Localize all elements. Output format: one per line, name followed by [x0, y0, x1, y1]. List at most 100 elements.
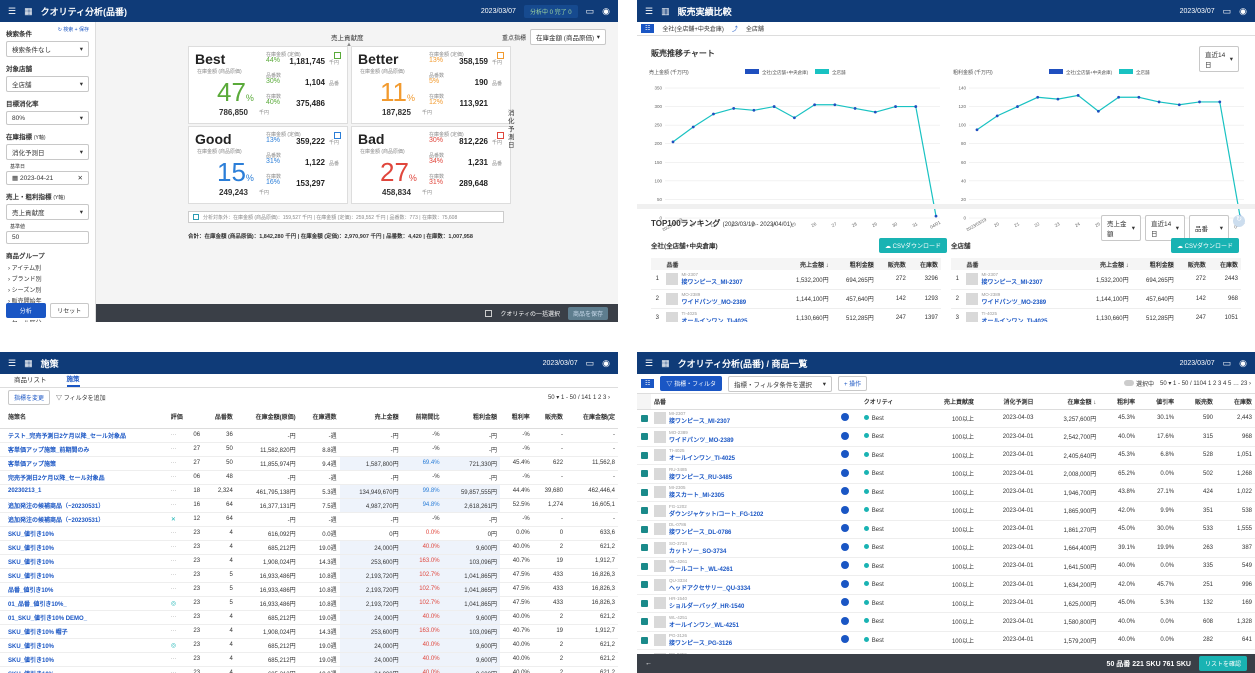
detail-icon[interactable] — [838, 409, 861, 428]
table-row[interactable]: 01_品番_値引き10%_ ◎ 23 5 16,933,486円 10.8週 2,193,7… — [0, 596, 618, 610]
store-select[interactable]: 全店舗 ▾ — [6, 76, 89, 92]
tab-all-company[interactable]: 全社(全店舗+中央倉庫) — [662, 27, 724, 33]
col-header[interactable]: 前期間比 — [401, 406, 443, 428]
menu-icon[interactable]: ☰ — [8, 5, 17, 16]
measure-name-link[interactable]: 01_品番_値引き10%_ — [8, 601, 67, 608]
change-metric-button[interactable]: 指標を変更 — [8, 389, 51, 405]
row-checkbox[interactable] — [637, 409, 651, 428]
product-link[interactable]: ヘッドアクセサリー_QU-3334 — [669, 585, 751, 592]
table-row[interactable]: SKU_値引き10% ◎ 23 4 685,212円 19.0週 24,000円 40.0% 9… — [0, 638, 618, 652]
product-link[interactable]: ワイドパンツ_MO-2389 — [669, 437, 734, 444]
product-link[interactable]: 接ワンピース_RU-3485 — [669, 474, 733, 481]
detail-icon[interactable] — [838, 446, 861, 465]
group-item[interactable]: › アイテム別 — [8, 266, 42, 272]
col-header[interactable]: 品番数 — [203, 406, 236, 428]
product-link[interactable]: オールインワン_TI-4025 — [981, 318, 1048, 323]
col-header[interactable]: 施策名 — [0, 406, 162, 428]
pager[interactable]: 50 ▾ 1 - 50 / 141 1 2 3 › — [547, 394, 610, 401]
detail-icon[interactable] — [838, 594, 861, 613]
col-header[interactable]: 売上金額 ↓ — [1079, 258, 1132, 270]
tab-product-list[interactable]: 商品リスト — [14, 377, 47, 384]
row-checkbox[interactable] — [637, 502, 651, 521]
table-row[interactable]: 客単価アップ施策_前期間のみ ··· 27 50 11,582,820円 8.8週 -円 -%… — [0, 442, 618, 456]
table-row[interactable]: テスト_完売予測日2ケ月以降_セール対象品 ··· 06 36 -円 -週 -円 -% -円 -%… — [0, 428, 618, 442]
chat-icon[interactable]: ▭ — [585, 5, 595, 16]
table-row[interactable]: WL-4251 オールインワン_WL-4251 Best 100以上 2023-04-0… — [637, 613, 1255, 632]
refresh-icon[interactable]: ↻ — [1233, 215, 1245, 227]
table-row[interactable]: MO-2389 ワイドパンツ_MO-2389 Best 100以上 2023-04-01… — [637, 428, 1255, 446]
detail-icon[interactable] — [838, 465, 861, 484]
split-icon[interactable]: ☷ — [641, 379, 655, 388]
table-row[interactable]: MI-2305 接スカート_MI-2305 Best 100以上 2023-04-01 1… — [637, 483, 1255, 502]
tab-measures[interactable]: 施策 — [66, 373, 80, 387]
table-row[interactable]: SKU_値引き10% ··· 23 5 16,933,486円 10.8週 2,193,72… — [0, 568, 618, 582]
detail-icon[interactable] — [838, 613, 861, 632]
table-row[interactable]: 客単価アップ施策 ··· 27 50 11,855,974円 9.4週 1,587,800円… — [0, 456, 618, 470]
product-link[interactable]: ダウンジャケット/コート_FG-1202 — [669, 511, 764, 518]
table-row[interactable]: FG-1202 ダウンジャケット/コート_FG-1202 Best 100以上 2023… — [637, 502, 1255, 521]
detail-icon[interactable] — [838, 502, 861, 521]
user-icon[interactable]: ◉ — [1239, 357, 1247, 368]
measure-name-link[interactable]: 客単価アップ施策 — [8, 461, 57, 468]
detail-icon[interactable] — [838, 557, 861, 576]
table-row[interactable]: 完売予測日2ケ月以降_セール対象品 ··· 06 48 -円 -週 -円 -% -円 -% - - — [0, 470, 618, 484]
product-link[interactable]: 接ワンピース_PG-3126 — [669, 641, 733, 648]
col-header[interactable]: 在庫週数 — [298, 406, 340, 428]
table-row[interactable]: 2 MO-2389 ワイドパンツ_MO-2389 1,144,100円 457,640円… — [651, 289, 941, 308]
col-header[interactable]: 粗利率 — [499, 406, 533, 428]
table-row[interactable]: 追加発注の候補商品（~20230531） ··· 16 64 16,377,131円 7.… — [0, 498, 618, 512]
table-row[interactable]: 1 MI-2307 接ワンピース_MI-2307 1,532,200円 694,265円… — [951, 270, 1241, 289]
tab-all-stores[interactable]: 全店舗 — [745, 27, 764, 33]
table-row[interactable]: 1 MI-2307 接ワンピース_MI-2307 1,532,200円 694,265円… — [651, 270, 941, 289]
detail-icon[interactable] — [838, 631, 861, 650]
measure-name-link[interactable]: SKU_値引き10% — [8, 573, 55, 580]
analyze-button[interactable]: 分析 — [6, 303, 46, 318]
col-header[interactable]: 販売数 — [1176, 258, 1209, 270]
row-checkbox[interactable] — [637, 613, 651, 632]
col-header[interactable]: 粗利金額 — [442, 406, 500, 428]
row-checkbox[interactable] — [637, 465, 651, 484]
priority-select[interactable]: 在庫金額 (商品原価) ▾ — [530, 29, 606, 45]
col-header[interactable]: 在庫金額(定 — [566, 406, 618, 428]
group-item[interactable]: › 販売開始年 — [8, 299, 42, 305]
col-header[interactable]: 粗利金額 — [831, 258, 877, 270]
measure-name-link[interactable]: テスト_完売予測日2ケ月以降_セール対象品 — [8, 433, 127, 440]
chat-icon[interactable]: ▭ — [1222, 357, 1232, 368]
measure-name-link[interactable]: SKU_値引き10% — [8, 531, 55, 538]
reset-button[interactable]: リセット — [49, 303, 89, 318]
measure-name-link[interactable]: 追加発注の候補商品（~20230531） — [8, 503, 105, 510]
detail-icon[interactable] — [838, 539, 861, 558]
table-row[interactable]: TI-4025 オールインワン_TI-4025 Best 100以上 2023-04-0… — [637, 446, 1255, 465]
chat-icon[interactable]: ▭ — [1222, 5, 1232, 16]
product-link[interactable]: ウールコート_WL-4261 — [669, 567, 733, 574]
col-header[interactable]: 粗利率 — [1099, 394, 1139, 409]
row-checkbox[interactable] — [637, 483, 651, 502]
operation-button[interactable]: + 操作 — [837, 376, 868, 391]
measure-name-link[interactable]: 20230213_1 — [8, 488, 42, 494]
col-header[interactable]: 値引率 — [1138, 394, 1178, 409]
col-header[interactable]: 在庫金額(原価) — [235, 406, 299, 428]
table-row[interactable]: SKU_値引き10% ··· 23 4 616,092円 0.0週 0円 0.0% 0円 0.0%… — [0, 526, 618, 540]
col-header[interactable]: 売上金額 ↓ — [779, 258, 832, 270]
col-header[interactable]: クオリティ — [860, 394, 919, 409]
base-date-input[interactable]: ▦ 2023-04-21 ✕ — [6, 171, 89, 185]
table-row[interactable]: SO-3734 カットソー_SO-3734 Best 100以上 2023-04-01 1… — [637, 539, 1255, 558]
measure-name-link[interactable]: 01_SKU_値引き10% DEMO_ — [8, 615, 88, 622]
product-link[interactable]: ワイドパンツ_MO-2389 — [681, 299, 747, 306]
menu-icon[interactable]: ☰ — [8, 357, 17, 368]
table-row[interactable]: SKU_値引き10% 帽子 ··· 23 4 1,908,024円 14.3週 253,60… — [0, 624, 618, 638]
pager[interactable]: 50 ▾ 1 - 50 / 1104 1 2 3 4 5 … 23 › — [1160, 381, 1251, 387]
row-checkbox[interactable] — [637, 631, 651, 650]
filter-select[interactable]: 指標・フィルタ条件を選択 ▾ — [727, 375, 832, 392]
detail-icon[interactable] — [838, 520, 861, 539]
quadrant-better[interactable]: Better 在庫金額 (商品原価) 11% 187,825 千円 在庫金額 (定価) 13… — [351, 46, 511, 124]
check-list-button[interactable]: リストを確認 — [1198, 656, 1247, 671]
metric-select[interactable]: 消化予測日 ▾ — [6, 144, 89, 160]
csv-download-button-right[interactable]: ☁ CSVダウンロード — [1170, 238, 1239, 253]
detail-icon[interactable] — [838, 483, 861, 502]
measure-name-link[interactable]: 完売予測日2ケ月以降_セール対象品 — [8, 475, 105, 482]
group-item[interactable]: › シーズン別 — [8, 288, 42, 294]
table-row[interactable]: MI-2307 接ワンピース_MI-2307 Best 100以上 2023-04-03… — [637, 409, 1255, 428]
chat-icon[interactable]: ▭ — [585, 357, 595, 368]
